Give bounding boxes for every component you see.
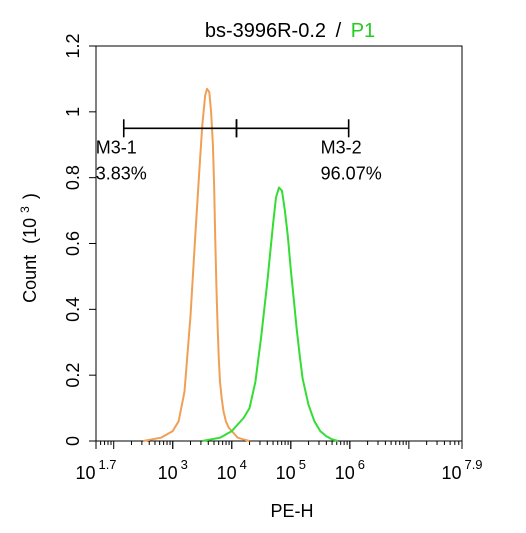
x-axis-label: PE-H (270, 501, 313, 521)
marker-percent: 96.07% (321, 163, 382, 183)
x-tick-label: 10 5 (276, 457, 306, 483)
plot-frame (95, 45, 463, 442)
title-gate: P1 (351, 20, 375, 42)
x-axis-ticks: 10 1.7 10 3 10 4 10 5 10 6 10 7.9 (75, 441, 483, 483)
y-axis-label: Count (10 3 ) (13, 193, 40, 303)
title-sample: bs-3996R-0.2 (205, 20, 326, 42)
y-axis-scale-close: ) (20, 193, 40, 199)
marker-percent: 3.83% (96, 163, 147, 183)
title-separator: / (336, 20, 342, 42)
histogram-series-2 (202, 186, 339, 442)
y-axis-label-text: Count (20, 255, 40, 303)
svg-text:bs-3996R-0.2 / P1: bs-3996R-0.2 / P1 (205, 20, 375, 42)
y-tick-label: 1.2 (63, 33, 83, 58)
histogram-series-1 (143, 87, 250, 442)
marker-name: M3-2 (321, 137, 362, 157)
y-tick-label: 0.4 (63, 297, 83, 322)
y-tick-label: 1 (63, 107, 83, 117)
y-tick-label: 0.2 (63, 363, 83, 388)
x-tick-label: 10 6 (335, 457, 365, 483)
y-tick-label: 0.8 (63, 165, 83, 190)
x-tick-label: 10 4 (217, 457, 247, 483)
histogram-series (143, 87, 339, 442)
x-tick-label: 10 3 (158, 457, 188, 483)
y-axis-ticks: 0 0.2 0.4 0.6 0.8 1 1.2 (63, 33, 96, 446)
marker-name: M3-1 (96, 137, 137, 157)
y-tick-label: 0 (63, 436, 83, 446)
y-axis-scale-exp: 3 (18, 206, 32, 213)
x-tick-label: 10 1.7 (75, 457, 116, 483)
x-tick-label: 10 7.9 (441, 457, 482, 483)
marker-regions: M3-1 3.83% M3-2 96.07% (96, 119, 382, 183)
chart-title: bs-3996R-0.2 / P1 (205, 20, 375, 42)
y-axis-scale-open: (10 (20, 218, 40, 244)
y-tick-label: 0.6 (63, 231, 83, 256)
